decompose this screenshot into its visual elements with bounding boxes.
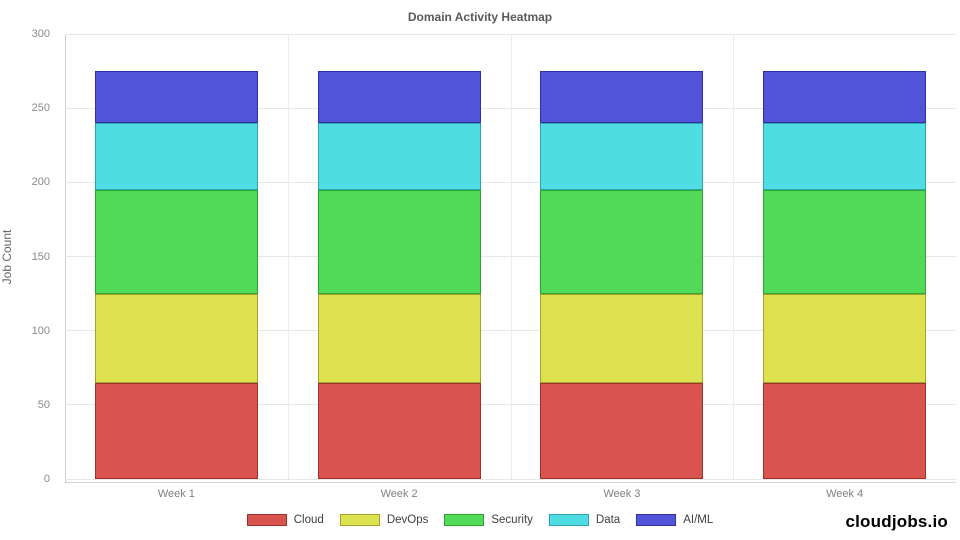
bar-segment-security-1 xyxy=(94,189,258,294)
x-tick-label: Week 4 xyxy=(826,488,864,500)
legend: Cloud DevOps Security Data AI/ML xyxy=(0,514,960,526)
gridline-y-0 xyxy=(65,478,956,480)
legend-item-security: Security xyxy=(444,514,533,526)
legend-swatch xyxy=(339,514,380,526)
y-tick-label: 0 xyxy=(43,473,50,485)
bar-segment-cloud-4 xyxy=(763,382,927,479)
legend-swatch xyxy=(636,514,677,526)
bar-segment-cloud-2 xyxy=(317,382,481,479)
legend-swatch xyxy=(246,514,287,526)
bar-segment-devops-3 xyxy=(540,293,704,383)
legend-item-ai-ml: AI/ML xyxy=(636,514,713,526)
bar-segment-data-3 xyxy=(540,123,704,190)
x-tick-label: Week 1 xyxy=(157,488,195,500)
bar-segment-security-2 xyxy=(317,189,481,294)
legend-label: Data xyxy=(595,514,621,526)
y-tick-label: 50 xyxy=(37,398,50,411)
bar-segment-security-4 xyxy=(763,189,927,294)
plot-area xyxy=(65,33,956,480)
x-tick-label: Week 3 xyxy=(603,488,641,500)
bar-segment-data-1 xyxy=(94,123,258,190)
legend-item-data: Data xyxy=(548,514,621,526)
bar-segment-ai-ml-2 xyxy=(317,71,481,123)
legend-label: AI/ML xyxy=(683,514,714,526)
y-tick-label: 250 xyxy=(31,102,50,115)
y-tick-label: 150 xyxy=(31,250,50,263)
bar-segment-devops-2 xyxy=(317,293,481,383)
bar-segment-devops-1 xyxy=(94,293,258,383)
x-tick-label: Week 2 xyxy=(380,488,418,500)
y-axis-line xyxy=(65,34,66,483)
branding-logo: cloudjobs.io xyxy=(845,512,948,531)
gridline-x xyxy=(733,34,735,479)
bar-segment-ai-ml-1 xyxy=(94,71,258,123)
legend-label: DevOps xyxy=(386,514,429,526)
gridline-x xyxy=(287,34,289,479)
legend-swatch xyxy=(444,514,485,526)
bar-segment-devops-4 xyxy=(763,293,927,383)
bar-segment-data-2 xyxy=(317,123,481,190)
bar-segment-security-3 xyxy=(540,189,704,294)
legend-swatch xyxy=(548,514,589,526)
bar-segment-cloud-1 xyxy=(94,382,258,479)
bar-segment-ai-ml-3 xyxy=(540,71,704,123)
bar-segment-cloud-3 xyxy=(540,382,704,479)
legend-item-devops: DevOps xyxy=(339,514,429,526)
y-tick-label: 200 xyxy=(31,176,50,189)
chart-title: Domain Activity Heatmap xyxy=(407,10,553,24)
y-tick-label: 100 xyxy=(31,324,50,337)
x-axis-line xyxy=(65,482,956,483)
y-tick-label: 300 xyxy=(31,28,50,40)
legend-label: Security xyxy=(491,514,533,526)
bar-segment-data-4 xyxy=(763,123,927,190)
gridline-x xyxy=(510,34,512,479)
legend-label: Cloud xyxy=(293,514,324,526)
legend-item-cloud: Cloud xyxy=(246,514,324,526)
bar-segment-ai-ml-4 xyxy=(763,71,927,123)
